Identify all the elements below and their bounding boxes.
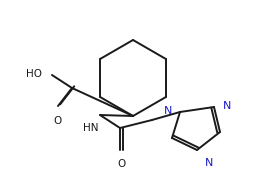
Text: N: N — [223, 101, 231, 111]
Text: O: O — [53, 116, 61, 126]
Text: HN: HN — [83, 123, 98, 133]
Text: HO: HO — [26, 69, 42, 79]
Text: N: N — [205, 158, 213, 168]
Text: O: O — [117, 159, 125, 169]
Text: N: N — [164, 106, 172, 116]
